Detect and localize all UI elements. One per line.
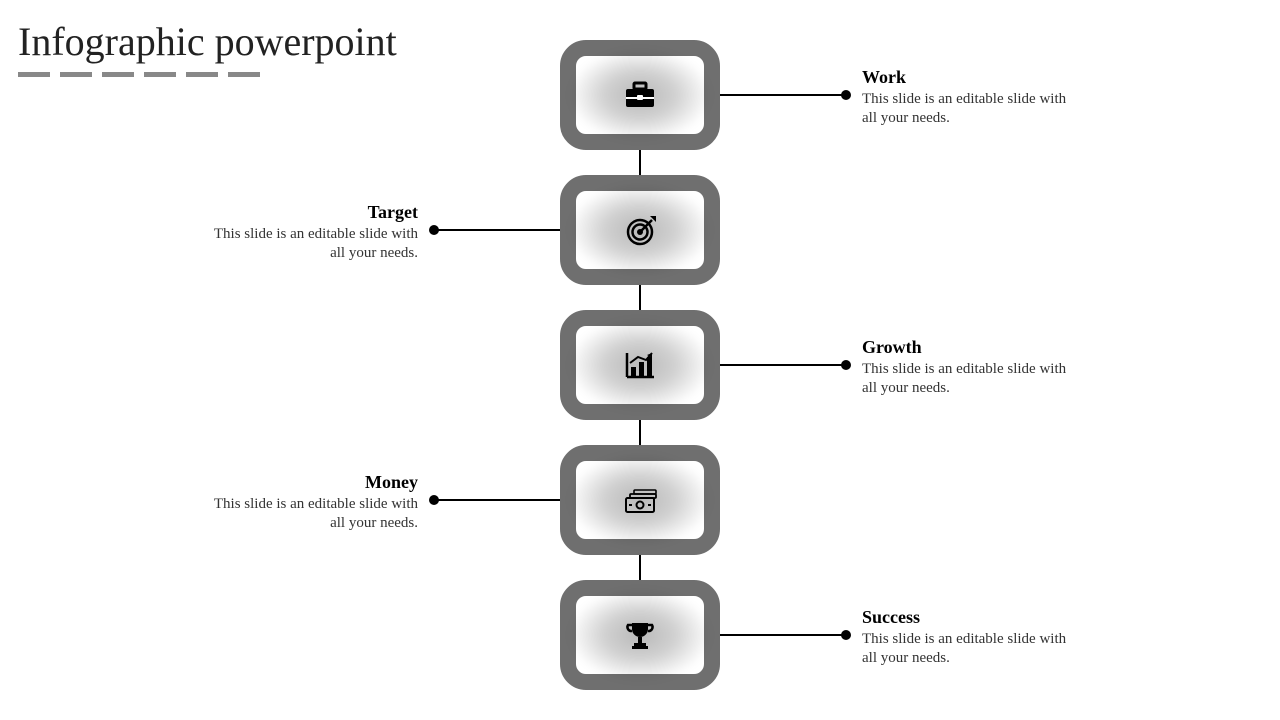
step-description: This slide is an editable slide with all… — [198, 225, 418, 263]
infographic-stage: WorkThis slide is an editable slide with… — [0, 0, 1280, 720]
step-title: Growth — [862, 337, 1082, 358]
briefcase-icon — [620, 75, 660, 115]
connector-horizontal — [716, 94, 846, 96]
step-node — [560, 175, 720, 285]
step-node — [560, 445, 720, 555]
step-text: TargetThis slide is an editable slide wi… — [198, 202, 418, 263]
step-node — [560, 580, 720, 690]
step-description: This slide is an editable slide with all… — [862, 90, 1082, 128]
step-description: This slide is an editable slide with all… — [862, 360, 1082, 398]
connector-dot — [429, 495, 439, 505]
step-description: This slide is an editable slide with all… — [198, 495, 418, 533]
step-description: This slide is an editable slide with all… — [862, 630, 1082, 668]
step-title: Money — [198, 472, 418, 493]
step-text: WorkThis slide is an editable slide with… — [862, 67, 1082, 128]
step-node — [560, 310, 720, 420]
step-text: GrowthThis slide is an editable slide wi… — [862, 337, 1082, 398]
connector-dot — [841, 630, 851, 640]
step-title: Target — [198, 202, 418, 223]
connector-dot — [429, 225, 439, 235]
target-icon — [620, 210, 660, 250]
connector-horizontal — [716, 634, 846, 636]
step-title: Success — [862, 607, 1082, 628]
connector-horizontal — [716, 364, 846, 366]
money-icon — [620, 480, 660, 520]
connector-dot — [841, 90, 851, 100]
step-title: Work — [862, 67, 1082, 88]
step-text: MoneyThis slide is an editable slide wit… — [198, 472, 418, 533]
connector-dot — [841, 360, 851, 370]
step-text: SuccessThis slide is an editable slide w… — [862, 607, 1082, 668]
step-node — [560, 40, 720, 150]
connector-horizontal — [434, 499, 564, 501]
connector-horizontal — [434, 229, 564, 231]
trophy-icon — [620, 615, 660, 655]
growth-icon — [620, 345, 660, 385]
